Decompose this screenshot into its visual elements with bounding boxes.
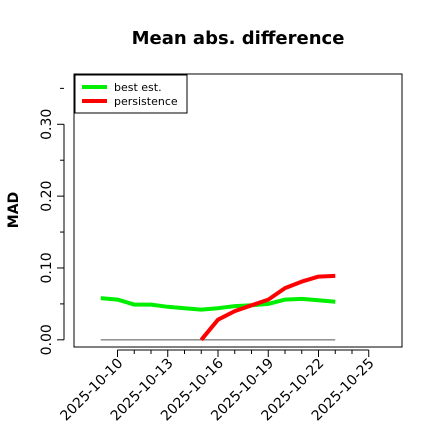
series-line-best-est (101, 298, 335, 310)
chart-title: Mean abs. difference (132, 28, 345, 49)
y-tick-label: 0.20 (39, 181, 55, 212)
y-tick-label: 0.30 (39, 109, 55, 140)
legend-label-persistence: persistence (114, 95, 178, 108)
y-tick-label: 0.10 (39, 252, 55, 283)
x-axis: 2025-10-102025-10-132025-10-162025-10-19… (57, 350, 377, 424)
y-tick-label: 0.00 (39, 324, 55, 355)
legend: best est. persistence (75, 75, 187, 113)
series-layer (101, 276, 335, 340)
legend-label-best-est: best est. (114, 81, 162, 94)
y-axis-label: MAD (6, 192, 22, 228)
y-axis: 0.00 0.10 0.20 0.30 (39, 88, 64, 355)
